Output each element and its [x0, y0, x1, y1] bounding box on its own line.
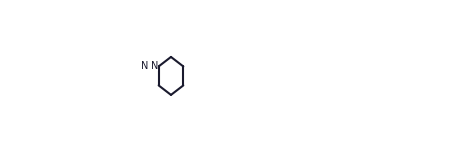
- Text: N: N: [151, 61, 158, 71]
- Text: N: N: [141, 61, 149, 71]
